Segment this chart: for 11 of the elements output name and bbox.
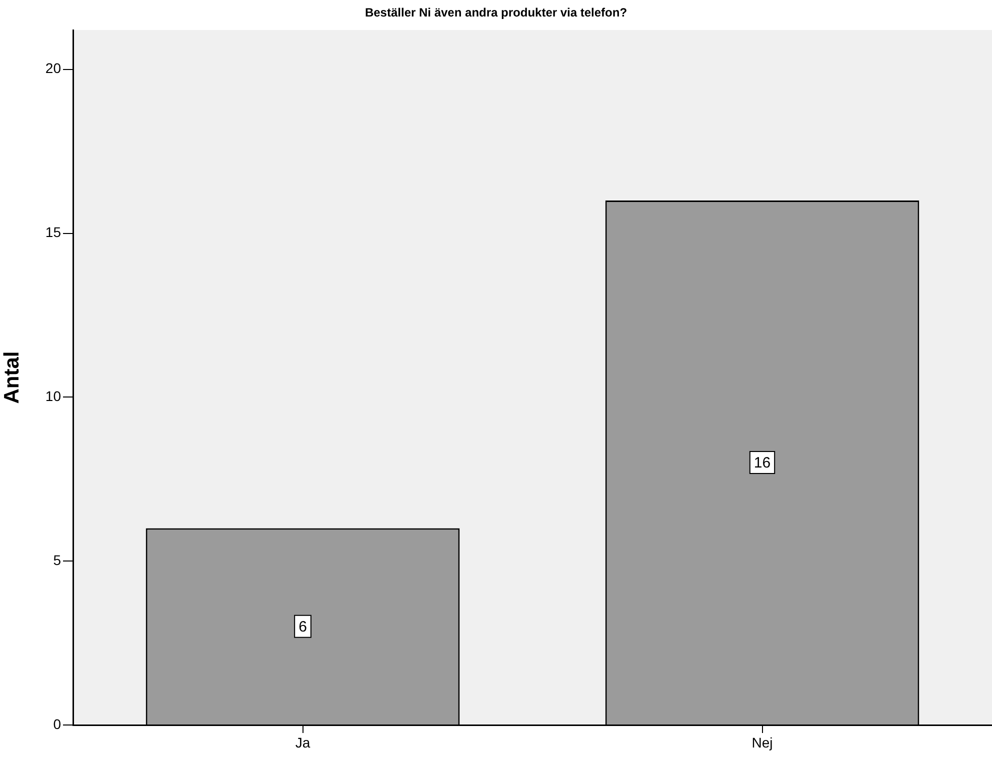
y-tick-label: 10	[45, 388, 62, 404]
chart-title: Beställer Ni även andra produkter via telefon?	[364, 6, 628, 20]
y-tick-label: 0	[53, 716, 62, 732]
data-label: 6	[298, 618, 307, 636]
y-tick-label: 5	[53, 552, 62, 568]
y-tick-label: 20	[45, 60, 62, 76]
y-tick-label: 15	[45, 224, 62, 240]
x-tick-label: Ja	[295, 734, 310, 750]
y-axis-title: Antal	[0, 351, 24, 404]
x-tick-label: Nej	[752, 734, 773, 750]
data-label: 16	[754, 454, 771, 472]
